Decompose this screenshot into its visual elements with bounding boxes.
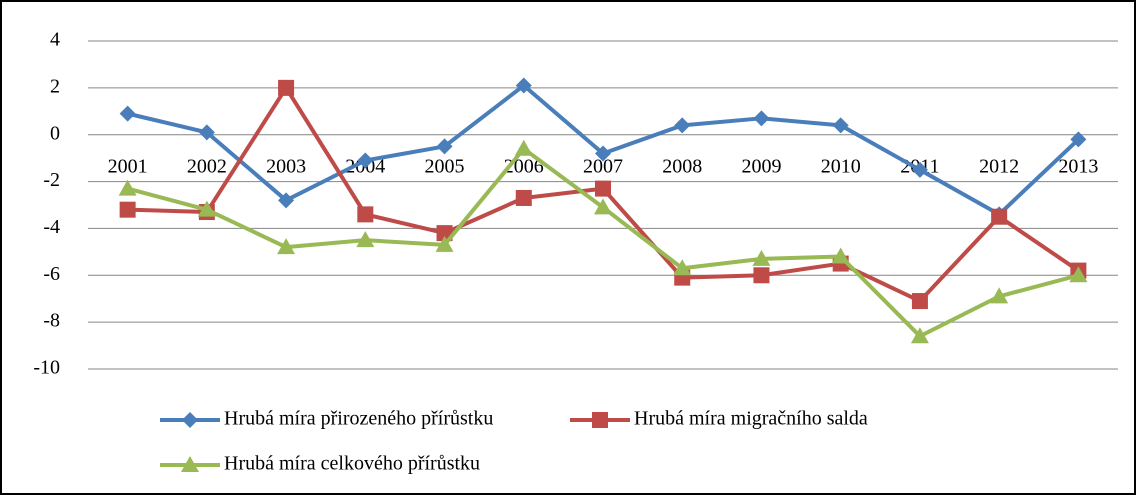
data-point <box>991 208 1008 225</box>
data-point <box>674 117 691 134</box>
y-tick-label: 2 <box>50 75 60 97</box>
y-tick-label: -2 <box>43 169 60 191</box>
data-point <box>911 161 928 178</box>
data-point <box>1069 266 1088 283</box>
legend-label: Hrubá míra migračního salda <box>634 408 868 430</box>
data-point <box>1070 131 1087 148</box>
data-point <box>831 247 850 264</box>
x-tick-label: 2002 <box>187 155 227 177</box>
data-point <box>990 287 1009 304</box>
x-tick-label: 2012 <box>979 155 1019 177</box>
data-point <box>436 138 453 155</box>
x-tick-label: 2005 <box>425 155 465 177</box>
data-point <box>182 412 198 428</box>
x-tick-label: 2001 <box>108 155 148 177</box>
data-point <box>910 327 929 344</box>
x-tick-label: 2003 <box>266 155 306 177</box>
data-point <box>357 206 374 223</box>
data-point <box>277 238 296 255</box>
data-point <box>595 145 611 162</box>
data-point <box>515 189 532 206</box>
data-point <box>118 179 137 196</box>
x-tick-label: 2008 <box>662 155 702 177</box>
x-tick-label: 2009 <box>741 155 781 177</box>
data-point <box>594 198 612 215</box>
y-tick-label: 4 <box>50 29 60 51</box>
data-point <box>435 235 454 252</box>
data-point <box>356 231 375 248</box>
data-point <box>181 456 199 472</box>
data-point <box>198 124 215 141</box>
data-point <box>592 412 608 428</box>
data-point <box>514 139 533 156</box>
data-point <box>832 117 849 134</box>
data-point <box>119 201 136 218</box>
x-tick-label: 2007 <box>583 155 623 177</box>
data-point <box>673 259 692 276</box>
data-point <box>753 110 770 127</box>
data-point <box>752 249 771 266</box>
y-tick-label: -10 <box>33 357 60 379</box>
y-tick-label: -8 <box>43 310 60 332</box>
data-point <box>278 192 295 209</box>
legend-label: Hrubá míra celkového přírůstku <box>224 453 480 475</box>
x-tick-label: 2013 <box>1058 155 1098 177</box>
y-tick-label: -4 <box>43 216 60 238</box>
x-tick-label: 2010 <box>821 155 861 177</box>
data-point <box>119 105 136 122</box>
y-tick-label: -6 <box>43 263 60 285</box>
data-point <box>278 79 295 96</box>
y-tick-label: 0 <box>50 122 60 144</box>
data-point <box>753 267 770 284</box>
data-point <box>595 180 611 197</box>
series <box>118 139 1088 344</box>
data-point <box>357 152 374 169</box>
data-point <box>197 200 216 217</box>
legend-label: Hrubá míra přirozeného přírůstku <box>224 408 493 430</box>
data-point <box>911 293 928 310</box>
data-point <box>515 77 532 94</box>
